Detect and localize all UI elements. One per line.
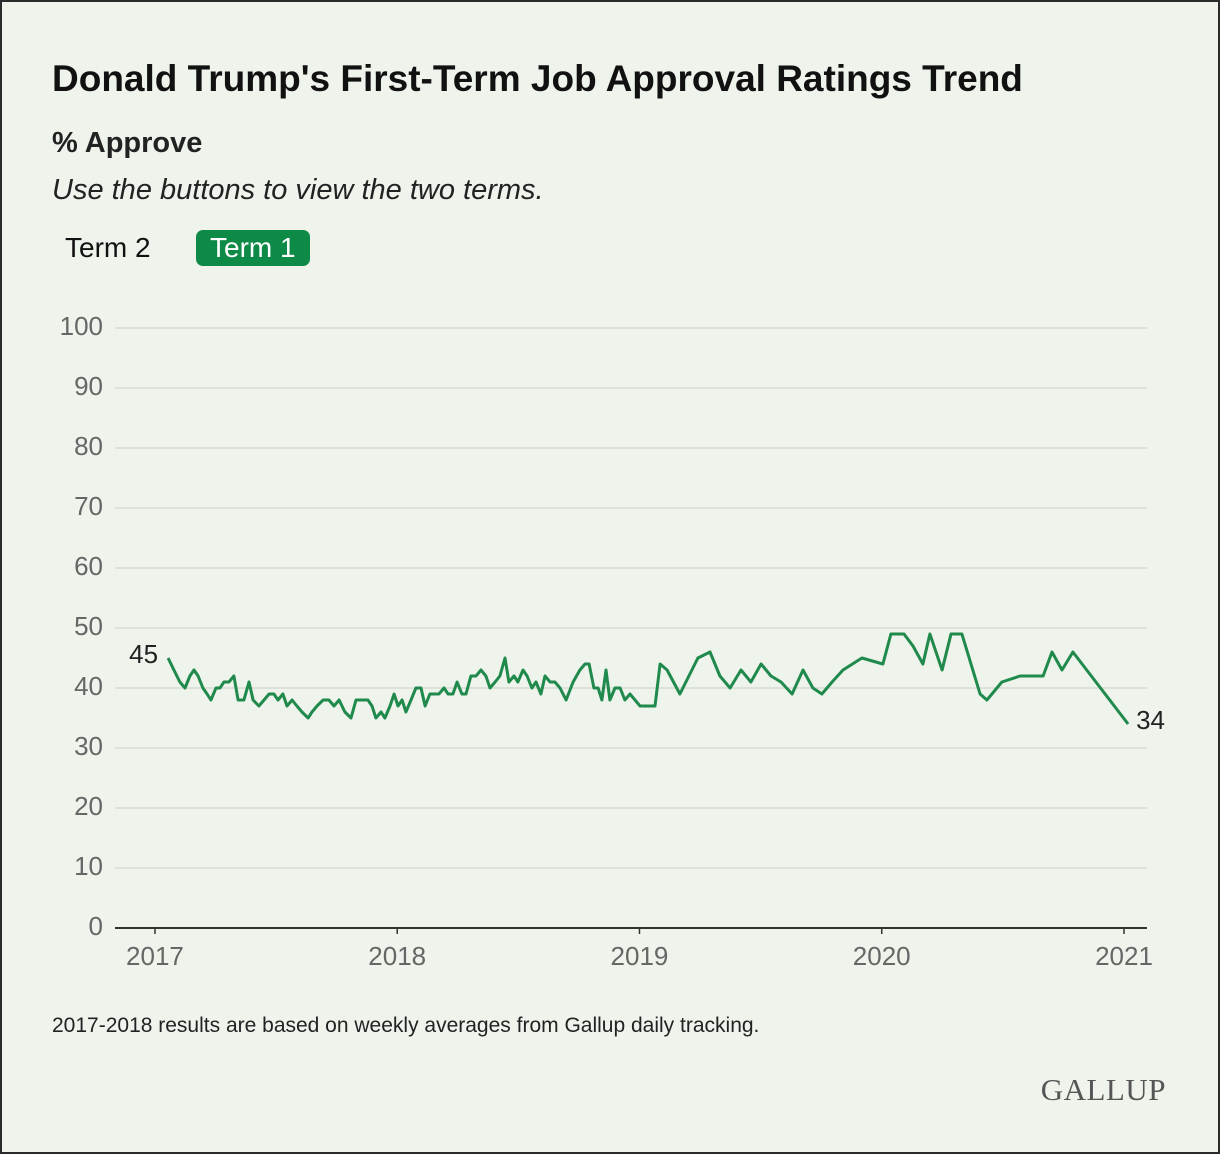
source-logo: GALLUP (1040, 1072, 1166, 1107)
instruction: Use the buttons to view the two terms. (52, 174, 544, 206)
chart-title: Donald Trump's First-Term Job Approval R… (52, 58, 1023, 99)
x-tick-label: 2019 (611, 941, 669, 971)
approval-line (166, 632, 1130, 725)
y-tick-label: 100 (60, 311, 103, 341)
y-tick-label: 90 (74, 371, 103, 401)
x-tick-label: 2018 (368, 941, 426, 971)
y-tick-label: 0 (89, 911, 103, 941)
chart-subtitle: % Approve (52, 127, 203, 159)
x-tick-label: 2017 (126, 941, 184, 971)
y-tick-label: 70 (74, 491, 103, 521)
data-label: 34 (1136, 705, 1165, 735)
data-label: 45 (129, 639, 158, 669)
y-tick-label: 60 (74, 551, 103, 581)
y-tick-label: 20 (74, 791, 103, 821)
y-tick-label: 50 (74, 611, 103, 641)
y-tick-label: 80 (74, 431, 103, 461)
y-tick-label: 40 (74, 671, 103, 701)
term-button[interactable]: Term 2 (65, 232, 151, 263)
y-tick-label: 10 (74, 851, 103, 881)
x-tick-label: 2020 (853, 941, 911, 971)
y-tick-label: 30 (74, 731, 103, 761)
footnote: 2017-2018 results are based on weekly av… (52, 1014, 760, 1037)
term-button[interactable]: Term 1 (196, 230, 310, 266)
x-tick-label: 2021 (1095, 941, 1153, 971)
